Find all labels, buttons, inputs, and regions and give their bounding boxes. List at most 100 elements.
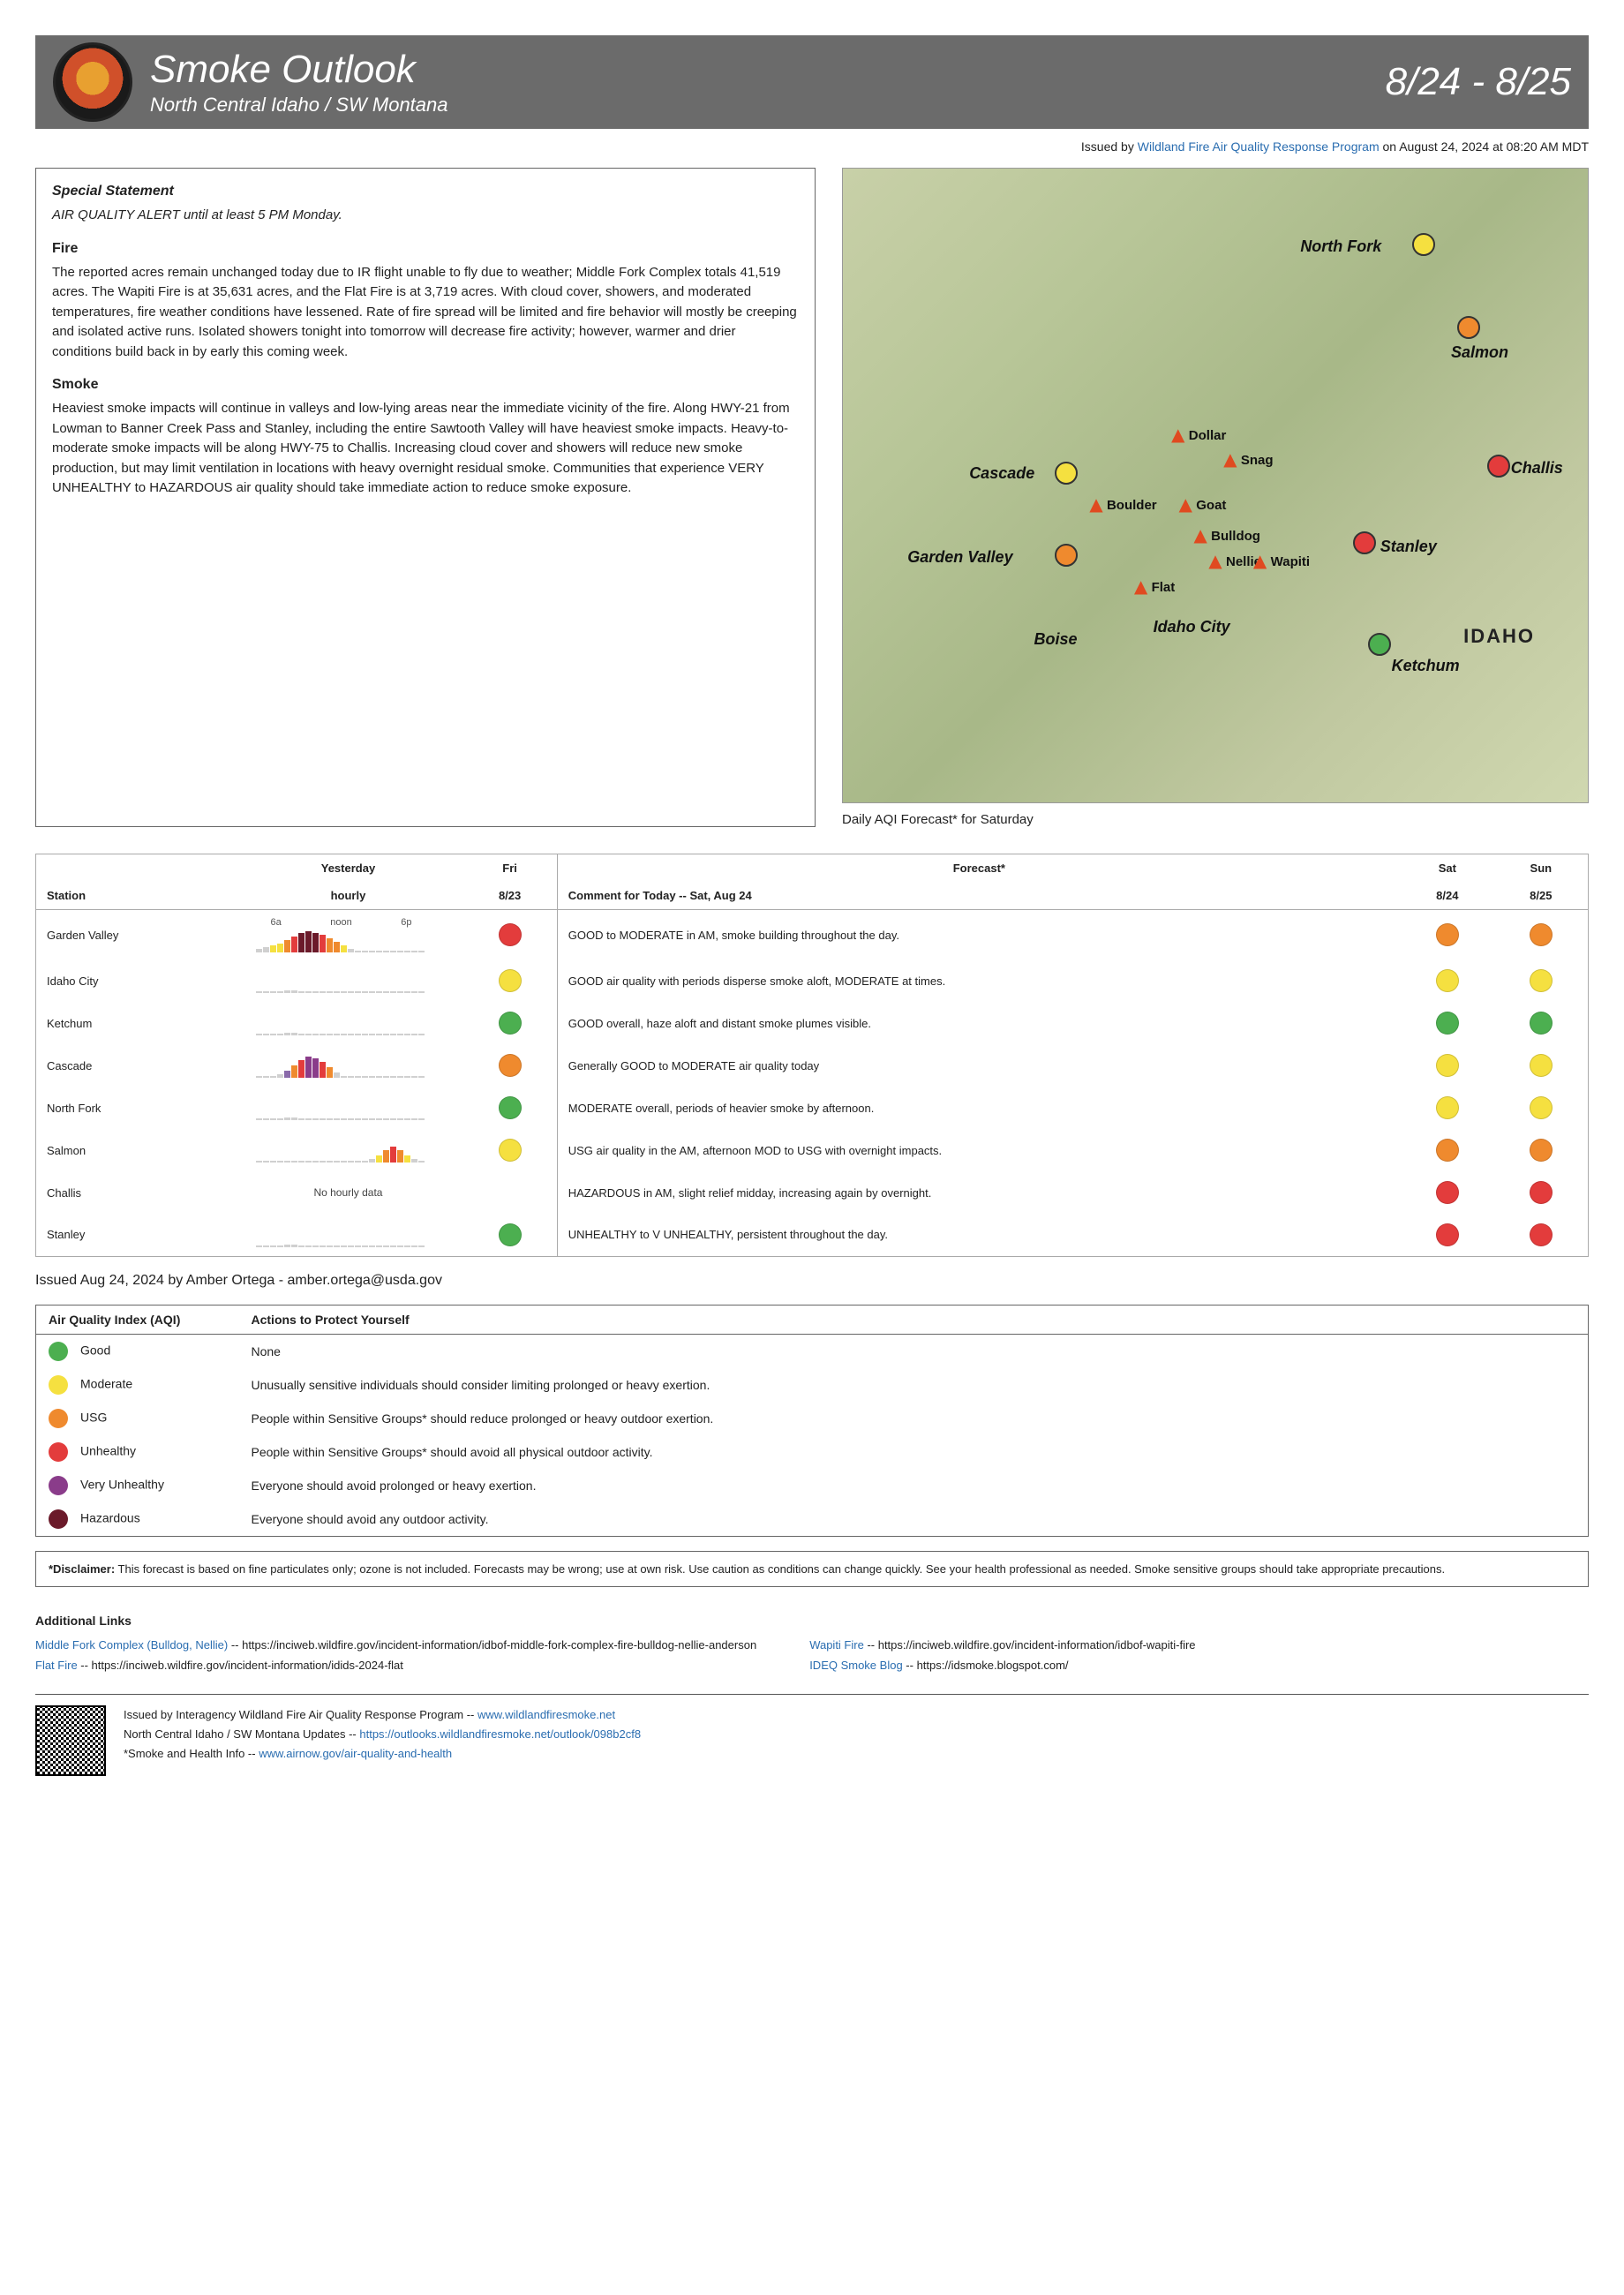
th-sun: Sun	[1494, 854, 1589, 883]
header-bar: Smoke Outlook North Central Idaho / SW M…	[35, 35, 1589, 129]
legend-label: Hazardous	[80, 1510, 140, 1524]
map-label-stanley: Stanley	[1380, 538, 1437, 556]
legend-row: USG People within Sensitive Groups* shoul…	[36, 1402, 1589, 1435]
legend-label-cell: Good	[36, 1334, 239, 1368]
hourly-bars	[256, 1097, 452, 1120]
legend-row: Very Unhealthy Everyone should avoid prol…	[36, 1469, 1589, 1502]
fire-body: The reported acres remain unchanged toda…	[52, 263, 799, 363]
f3a: *Smoke and Health Info --	[124, 1747, 259, 1760]
station-cell: Idaho City	[36, 959, 234, 1002]
disclaimer-text: This forecast is based on fine particula…	[118, 1562, 1446, 1576]
legend-label-cell: USG	[36, 1402, 239, 1435]
f1b[interactable]: www.wildlandfiresmoke.net	[477, 1708, 615, 1721]
station-cell: Garden Valley	[36, 910, 234, 960]
map-dot-garden-valley	[1055, 544, 1078, 567]
legend-h1: Air Quality Index (AQI)	[36, 1305, 239, 1334]
legend-label-cell: Moderate	[36, 1368, 239, 1402]
fri-cell	[462, 1214, 557, 1256]
map-label-boise: Boise	[1034, 630, 1078, 649]
sun-cell	[1494, 1129, 1589, 1171]
aqi-dot	[1530, 969, 1553, 992]
legend-label: Good	[80, 1343, 110, 1357]
legend-dot	[49, 1442, 68, 1462]
legend-action: People within Sensitive Groups* should r…	[239, 1402, 1589, 1435]
external-link[interactable]: Wapiti Fire	[809, 1638, 864, 1652]
sat-cell	[1401, 1044, 1494, 1087]
map-caption: Daily AQI Forecast* for Saturday	[842, 812, 1589, 827]
aqi-dot	[499, 1054, 522, 1077]
th-comment: Comment for Today -- Sat, Aug 24	[557, 882, 1401, 910]
aqi-dot	[1530, 1054, 1553, 1077]
main-row: Special Statement AIR QUALITY ALERT unti…	[35, 168, 1589, 827]
header-dates: 8/24 - 8/25	[1386, 60, 1571, 104]
fire-label-wapiti: Wapiti	[1271, 554, 1310, 569]
table-row: ChallisNo hourly dataHAZARDOUS in AM, sl…	[36, 1171, 1589, 1214]
fire-icon-dollar: ▲	[1167, 421, 1190, 448]
aqi-dot	[1436, 1012, 1459, 1035]
comment-cell: GOOD air quality with periods disperse s…	[557, 959, 1401, 1002]
map-dot-cascade	[1055, 462, 1078, 485]
fire-label-goat: Goat	[1196, 498, 1226, 513]
aqi-dot	[1436, 1096, 1459, 1119]
fire-icon-snag: ▲	[1219, 447, 1242, 474]
sun-cell	[1494, 1002, 1589, 1044]
link-url-text: -- https://inciweb.wildfire.gov/incident…	[228, 1638, 756, 1652]
links-left: Middle Fork Complex (Bulldog, Nellie) --…	[35, 1635, 756, 1676]
comment-cell: UNHEALTHY to V UNHEALTHY, persistent thr…	[557, 1214, 1401, 1256]
text-box: Special Statement AIR QUALITY ALERT unti…	[35, 168, 816, 827]
aqi-dot	[1436, 923, 1459, 946]
station-cell: Ketchum	[36, 1002, 234, 1044]
fire-icon-bulldog: ▲	[1189, 523, 1212, 550]
fri-cell	[462, 959, 557, 1002]
map-box: IDAHO North ForkSalmonChallisStanleyCasc…	[842, 168, 1589, 803]
legend-row: Unhealthy People within Sensitive Groups*…	[36, 1435, 1589, 1469]
hourly-bars	[256, 929, 452, 952]
issued-org-link[interactable]: Wildland Fire Air Quality Response Progr…	[1138, 139, 1380, 154]
aqi-dot	[1436, 1223, 1459, 1246]
comment-cell: GOOD to MODERATE in AM, smoke building t…	[557, 910, 1401, 960]
fire-heading: Fire	[52, 238, 799, 260]
th-825: 8/25	[1494, 882, 1589, 910]
comment-cell: Generally GOOD to MODERATE air quality t…	[557, 1044, 1401, 1087]
hourly-bars	[256, 1140, 452, 1163]
aqi-dot	[1530, 1223, 1553, 1246]
legend-action: People within Sensitive Groups* should a…	[239, 1435, 1589, 1469]
smoke-body: Heaviest smoke impacts will continue in …	[52, 399, 799, 499]
th-sat: Sat	[1401, 854, 1494, 883]
f3b[interactable]: www.airnow.gov/air-quality-and-health	[259, 1747, 452, 1760]
map-label-garden-valley: Garden Valley	[907, 548, 1012, 567]
comment-cell: MODERATE overall, periods of heavier smo…	[557, 1087, 1401, 1129]
link-url-text: -- https://idsmoke.blogspot.com/	[903, 1659, 1069, 1672]
legend-label: Unhealthy	[80, 1443, 136, 1457]
program-logo-icon	[53, 42, 132, 122]
external-link[interactable]: IDEQ Smoke Blog	[809, 1659, 903, 1672]
disclaimer-box: *Disclaimer: This forecast is based on f…	[35, 1551, 1589, 1588]
map-dot-stanley	[1353, 531, 1376, 554]
legend-dot	[49, 1409, 68, 1428]
external-link[interactable]: Flat Fire	[35, 1659, 78, 1672]
legend-label-cell: Unhealthy	[36, 1435, 239, 1469]
legend-label: USG	[80, 1410, 107, 1424]
legend-label: Very Unhealthy	[80, 1477, 164, 1491]
map-dot-salmon	[1457, 316, 1480, 339]
external-link[interactable]: Middle Fork Complex (Bulldog, Nellie)	[35, 1638, 228, 1652]
sun-cell	[1494, 1044, 1589, 1087]
aqi-dot	[1530, 1181, 1553, 1204]
sat-cell	[1401, 1129, 1494, 1171]
station-cell: Salmon	[36, 1129, 234, 1171]
map-label-ketchum: Ketchum	[1392, 657, 1460, 675]
aqi-dot	[1436, 1139, 1459, 1162]
map-dot-challis	[1487, 455, 1510, 478]
legend-dot	[49, 1375, 68, 1395]
fire-label-snag: Snag	[1241, 453, 1274, 468]
comment-cell: USG air quality in the AM, afternoon MOD…	[557, 1129, 1401, 1171]
f2b[interactable]: https://outlooks.wildlandfiresmoke.net/o…	[359, 1727, 641, 1741]
no-hourly-label: No hourly data	[244, 1186, 452, 1199]
legend-row: HazardousEveryone should avoid any outdo…	[36, 1502, 1589, 1537]
legend-action: Unusually sensitive individuals should c…	[239, 1368, 1589, 1402]
issued-line: Issued by Wildland Fire Air Quality Resp…	[35, 139, 1589, 154]
legend-label-cell: Very Unhealthy	[36, 1469, 239, 1502]
legend-action: Everyone should avoid prolonged or heavy…	[239, 1469, 1589, 1502]
station-cell: Challis	[36, 1171, 234, 1214]
fri-cell	[462, 1002, 557, 1044]
